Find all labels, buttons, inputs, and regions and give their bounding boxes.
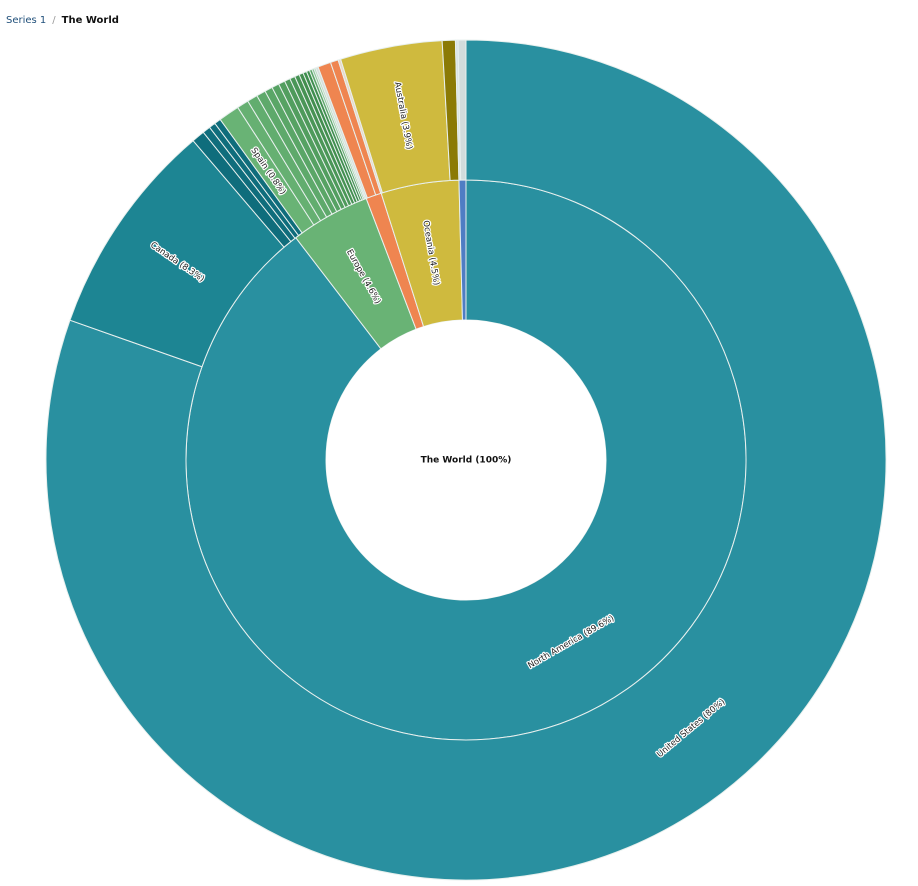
country-slice[interactable] — [457, 39, 467, 181]
root-label: The World (100%) — [421, 456, 512, 466]
country-slice-united-states[interactable] — [45, 39, 887, 881]
breadcrumb-series-link[interactable]: Series 1 — [6, 15, 47, 26]
root-node[interactable] — [326, 320, 606, 600]
ring-countries — [45, 39, 887, 881]
breadcrumb-separator: / — [52, 15, 56, 26]
breadcrumb: Series 1 / The World — [6, 15, 119, 26]
breadcrumb-current: The World — [61, 15, 119, 26]
